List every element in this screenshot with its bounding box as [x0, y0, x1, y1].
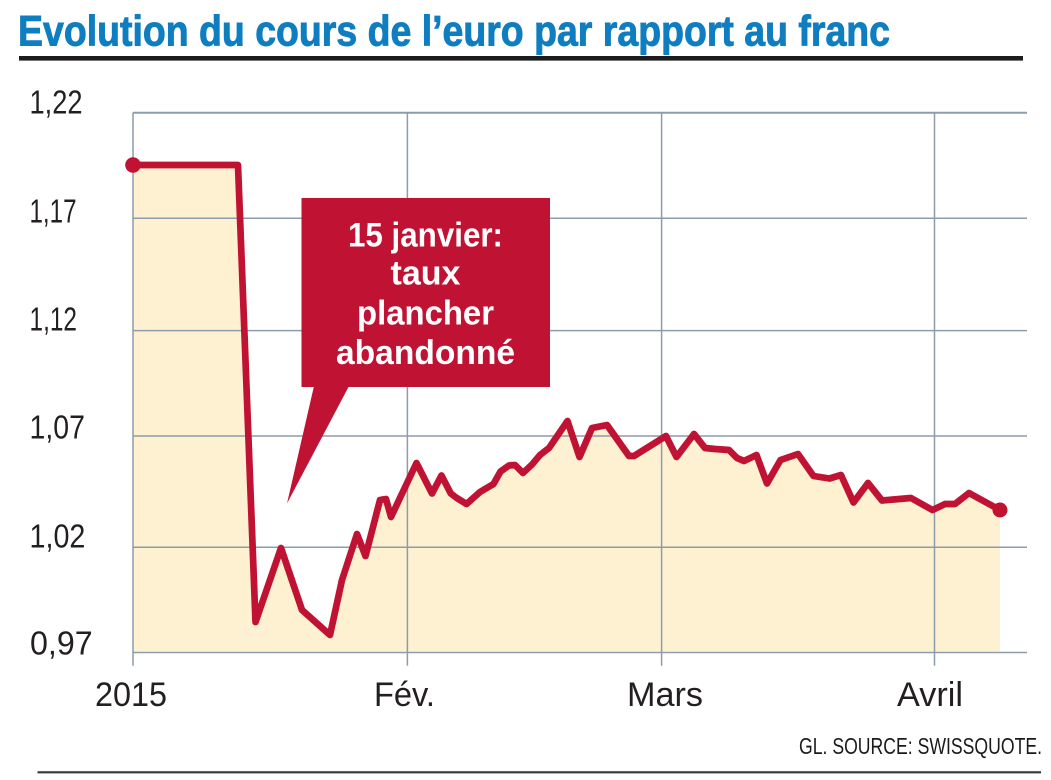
- svg-text:Mars: Mars: [627, 676, 703, 714]
- svg-text:1,07: 1,07: [30, 409, 85, 446]
- svg-text:GL. SOURCE: SWISSQUOTE.: GL. SOURCE: SWISSQUOTE.: [799, 733, 1042, 759]
- svg-text:taux: taux: [391, 255, 461, 293]
- svg-text:Fév.: Fév.: [374, 676, 435, 714]
- svg-text:1,17: 1,17: [30, 193, 77, 230]
- svg-text:0,97: 0,97: [30, 624, 93, 661]
- svg-text:1,02: 1,02: [30, 517, 86, 554]
- svg-text:Avril: Avril: [897, 676, 963, 714]
- svg-text:Evolution du cours de l’euro p: Evolution du cours de l’euro par rapport…: [18, 8, 890, 56]
- svg-text:plancher: plancher: [357, 294, 494, 332]
- svg-text:1,12: 1,12: [30, 300, 78, 337]
- svg-text:1,22: 1,22: [30, 84, 83, 121]
- svg-text:2015: 2015: [95, 676, 167, 714]
- svg-text:15 janvier:: 15 janvier:: [348, 217, 503, 255]
- svg-text:abandonné: abandonné: [336, 334, 515, 372]
